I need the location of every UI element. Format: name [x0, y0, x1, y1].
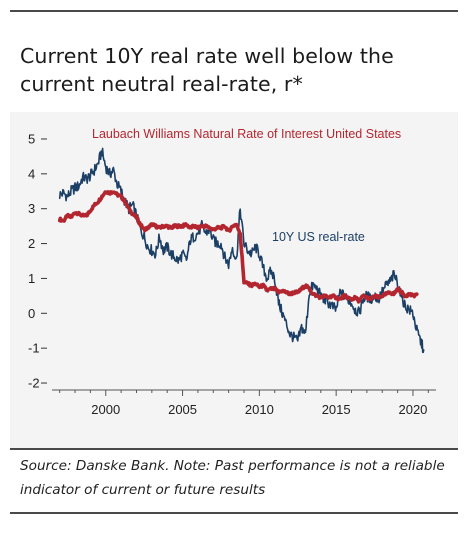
y-tick-label: -1	[28, 341, 40, 356]
x-tick-label: 2000	[91, 402, 120, 417]
chart-panel: 5 4 3 2 1 0 -1 -2 2000 2005 2010 2015 2020 Laubach W…	[10, 112, 458, 448]
chart-title: Current 10Y real rate well below the cur…	[20, 44, 394, 96]
y-tick-label: 3	[28, 201, 35, 216]
y-tick-label: 5	[28, 131, 35, 146]
neutral-rate-line	[57, 190, 419, 304]
neutral-rate-series-label: Laubach Williams Natural Rate of Interes…	[92, 127, 401, 141]
middle-rule	[10, 448, 458, 450]
y-tick-label: 1	[28, 271, 35, 286]
bottom-rule	[10, 512, 458, 514]
axes: 5 4 3 2 1 0 -1 -2 2000 2005 2010 2015 2020	[28, 131, 436, 417]
real-rate-series-label: 10Y US real-rate	[272, 230, 365, 244]
x-tick-label: 2005	[168, 402, 197, 417]
y-tick-label: 0	[28, 306, 35, 321]
top-rule	[10, 10, 458, 12]
real-rate-line	[58, 147, 425, 354]
y-tick-label: 4	[28, 166, 35, 181]
x-tick-label: 2015	[322, 402, 351, 417]
x-tick-label: 2020	[398, 402, 427, 417]
y-tick-label: 2	[28, 236, 35, 251]
series-lines	[57, 147, 425, 354]
source-note: Source: Danske Bank. Note: Past performa…	[20, 458, 445, 498]
x-tick-label: 2010	[245, 402, 274, 417]
y-tick-label: -2	[28, 376, 40, 391]
line-chart: 5 4 3 2 1 0 -1 -2 2000 2005 2010 2015 2020 Laubach W…	[28, 127, 436, 417]
